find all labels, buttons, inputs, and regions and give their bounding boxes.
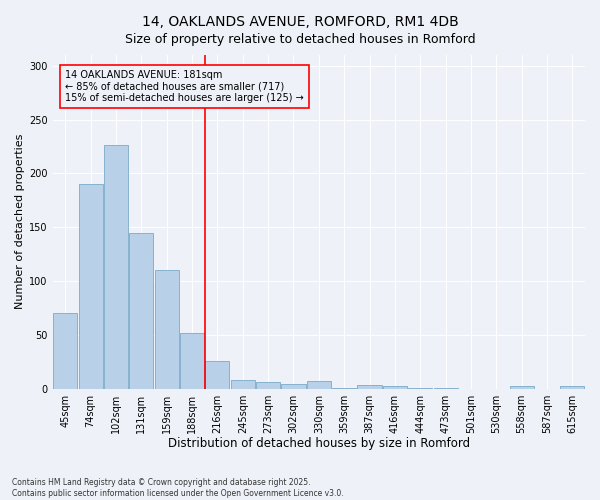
Bar <box>383 386 407 388</box>
Bar <box>358 386 382 388</box>
Bar <box>509 386 533 388</box>
Text: 14 OAKLANDS AVENUE: 181sqm
← 85% of detached houses are smaller (717)
15% of sem: 14 OAKLANDS AVENUE: 181sqm ← 85% of deta… <box>65 70 304 103</box>
Text: 14, OAKLANDS AVENUE, ROMFORD, RM1 4DB: 14, OAKLANDS AVENUE, ROMFORD, RM1 4DB <box>142 15 458 29</box>
Bar <box>231 380 255 388</box>
Bar <box>307 381 331 388</box>
Y-axis label: Number of detached properties: Number of detached properties <box>15 134 25 310</box>
Bar <box>180 332 204 388</box>
Bar <box>205 360 229 388</box>
Bar <box>155 270 179 388</box>
Bar <box>130 232 154 388</box>
Bar <box>281 384 305 388</box>
Text: Contains HM Land Registry data © Crown copyright and database right 2025.
Contai: Contains HM Land Registry data © Crown c… <box>12 478 344 498</box>
X-axis label: Distribution of detached houses by size in Romford: Distribution of detached houses by size … <box>168 437 470 450</box>
Bar <box>104 146 128 388</box>
Bar <box>53 314 77 388</box>
Bar <box>79 184 103 388</box>
Text: Size of property relative to detached houses in Romford: Size of property relative to detached ho… <box>125 32 475 46</box>
Bar <box>256 382 280 388</box>
Bar <box>560 386 584 388</box>
